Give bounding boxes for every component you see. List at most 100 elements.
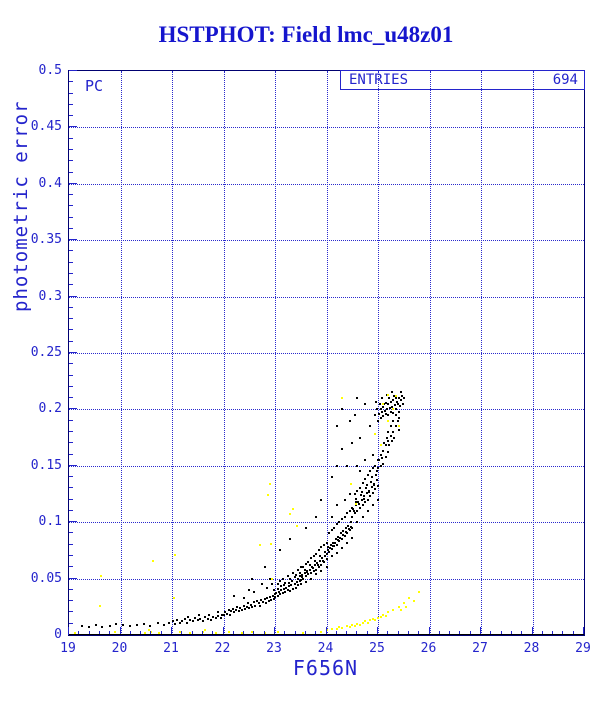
data-point (387, 402, 390, 405)
y-axis-tick (69, 340, 73, 342)
x-axis-tick (469, 631, 471, 635)
data-point (343, 515, 346, 518)
data-point (178, 630, 181, 633)
data-point (300, 574, 303, 577)
data-point (302, 631, 305, 634)
data-point (204, 615, 207, 618)
data-point (330, 515, 333, 518)
data-point (379, 444, 382, 447)
data-point (248, 606, 251, 609)
data-point (295, 580, 298, 583)
data-point (266, 596, 269, 599)
data-point (371, 618, 374, 621)
data-point (274, 595, 276, 598)
data-point (377, 419, 379, 422)
x-axis-tick (201, 631, 203, 635)
data-point (199, 618, 202, 621)
data-point (298, 575, 301, 578)
y-axis-tick (69, 273, 73, 275)
gridline-horizontal (69, 578, 584, 580)
data-point (181, 620, 184, 623)
data-point (377, 467, 379, 470)
data-point (230, 610, 233, 613)
data-point (275, 592, 278, 595)
entries-value: 694 (552, 72, 578, 88)
data-point (379, 453, 382, 456)
data-point (348, 509, 351, 512)
data-point (241, 609, 244, 612)
data-point (387, 419, 390, 422)
x-axis-tick (531, 627, 533, 635)
data-point (335, 504, 338, 507)
data-point (279, 549, 282, 552)
data-point (335, 628, 338, 631)
data-point (304, 526, 307, 529)
data-point (231, 608, 234, 611)
data-point (346, 541, 349, 544)
data-point (279, 579, 282, 582)
data-point (377, 459, 379, 462)
y-axis-tick (69, 205, 73, 207)
y-axis-tick (69, 453, 73, 455)
data-point (259, 543, 262, 546)
data-point (388, 397, 391, 400)
data-point (147, 629, 150, 632)
chip-label: PC (85, 77, 104, 95)
data-point (389, 425, 392, 428)
data-point (396, 419, 399, 422)
data-point (298, 579, 301, 582)
y-axis-tick (69, 498, 73, 500)
data-point (320, 569, 323, 572)
y-axis-tick (69, 318, 73, 320)
x-axis-tick (274, 627, 275, 635)
data-point (329, 543, 332, 546)
data-point (320, 546, 323, 549)
y-axis-tick (69, 239, 77, 241)
data-point (268, 577, 271, 580)
data-point (364, 620, 367, 623)
data-point (276, 630, 279, 633)
y-axis-tick (69, 476, 73, 478)
x-axis-tick (428, 627, 430, 635)
data-point (375, 479, 378, 482)
data-point (335, 425, 338, 428)
data-point (299, 583, 302, 586)
data-point (288, 513, 291, 516)
y-axis-tick (69, 566, 73, 568)
data-point (369, 425, 372, 428)
y-axis-tick (69, 171, 73, 173)
data-point (382, 406, 385, 409)
y-axis-tick (69, 577, 77, 579)
data-point (286, 575, 289, 578)
data-point (351, 526, 354, 529)
data-point (261, 583, 264, 586)
data-point (74, 631, 77, 634)
data-point (314, 559, 317, 562)
data-point (221, 613, 224, 616)
data-point (326, 546, 329, 549)
data-point (386, 408, 389, 411)
plot-frame: PC ENTRIES 694 (68, 70, 585, 636)
y-axis-tick (69, 126, 77, 128)
gridline-horizontal (69, 353, 584, 354)
data-point (361, 515, 364, 518)
data-point (340, 447, 343, 450)
data-point (400, 391, 403, 394)
data-point (385, 393, 388, 396)
data-point (156, 621, 159, 624)
data-point (197, 613, 200, 616)
x-axis-tick (377, 627, 378, 635)
data-point (316, 561, 319, 564)
data-point (174, 622, 177, 625)
y-axis-tick (69, 555, 73, 557)
data-point (320, 630, 323, 633)
data-point (249, 603, 252, 606)
data-point (395, 397, 398, 400)
data-point (325, 558, 328, 561)
data-point (358, 487, 361, 490)
data-point (383, 402, 386, 405)
data-point (348, 626, 351, 629)
data-point (343, 534, 346, 537)
data-point (387, 414, 390, 417)
data-point (214, 631, 217, 634)
